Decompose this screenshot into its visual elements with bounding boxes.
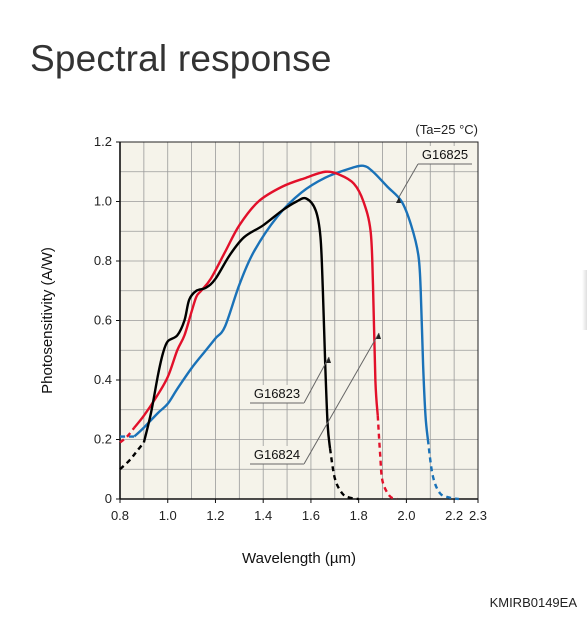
x-tick-label: 1.0 <box>159 508 177 523</box>
x-axis-title: Wavelength (µm) <box>242 550 356 567</box>
y-tick-label: 0 <box>105 491 112 506</box>
series-g16824-dashed-start <box>119 426 136 444</box>
leader-arrow-g16823 <box>326 357 331 363</box>
x-tick-label: 2.3 <box>469 508 487 523</box>
leader-line-g16824 <box>303 332 380 465</box>
document-code: KMIRB0149EA <box>489 595 577 610</box>
leader-arrow-g16825 <box>396 197 401 203</box>
label-bg-g16824 <box>250 446 304 464</box>
y-tick-label: 0.2 <box>94 432 112 447</box>
series-group <box>119 164 460 501</box>
y-tick-label: 0.8 <box>94 253 112 268</box>
x-tick-label: 2.2 <box>445 508 463 523</box>
y-tick-label: 1.2 <box>94 134 112 149</box>
y-tick-label: 0.6 <box>94 313 112 328</box>
label-bg-g16825 <box>418 146 472 164</box>
series-g16824-dashed-end <box>376 415 398 501</box>
series-g16823-dashed-end <box>328 448 359 501</box>
x-tick-label: 1.2 <box>206 508 224 523</box>
x-tick-label: 2.0 <box>397 508 415 523</box>
edge-shadow <box>582 270 587 330</box>
series-g16824-line <box>133 170 379 429</box>
x-tick-label: 1.4 <box>254 508 272 523</box>
leader-arrow-g16824 <box>376 333 381 339</box>
series-g16825-line <box>133 164 430 440</box>
leader-line-g16825 <box>398 163 419 198</box>
label-bg-g16823 <box>250 385 304 403</box>
series-g16823-dashed-start <box>119 441 145 471</box>
y-axis-title: Photosensitivity (A/W) <box>39 247 56 394</box>
x-tick-label: 0.8 <box>111 508 129 523</box>
y-tick-label: 0.4 <box>94 372 112 387</box>
condition-annotation: (Ta=25 °C) <box>415 122 478 137</box>
y-tick-label: 1.0 <box>94 194 112 209</box>
page-title: Spectral response <box>30 38 332 79</box>
series-label-g16825: G16825 <box>422 147 468 162</box>
series-g16823-line <box>142 196 332 449</box>
annotations-group: G16825 G16823 G16824 <box>250 146 472 465</box>
series-label-g16824: G16824 <box>254 447 300 462</box>
leader-line-g16823 <box>303 356 330 404</box>
axes: 0.8 1.0 1.2 1.4 1.6 1.8 2.0 2.2 2.3 0 0.2 0.4 0.6 0.8… <box>39 122 487 567</box>
series-label-g16823: G16823 <box>254 386 300 401</box>
series-g16825-dashed-end <box>426 439 460 501</box>
x-tick-label: 1.8 <box>350 508 368 523</box>
x-tick-label: 1.6 <box>302 508 320 523</box>
